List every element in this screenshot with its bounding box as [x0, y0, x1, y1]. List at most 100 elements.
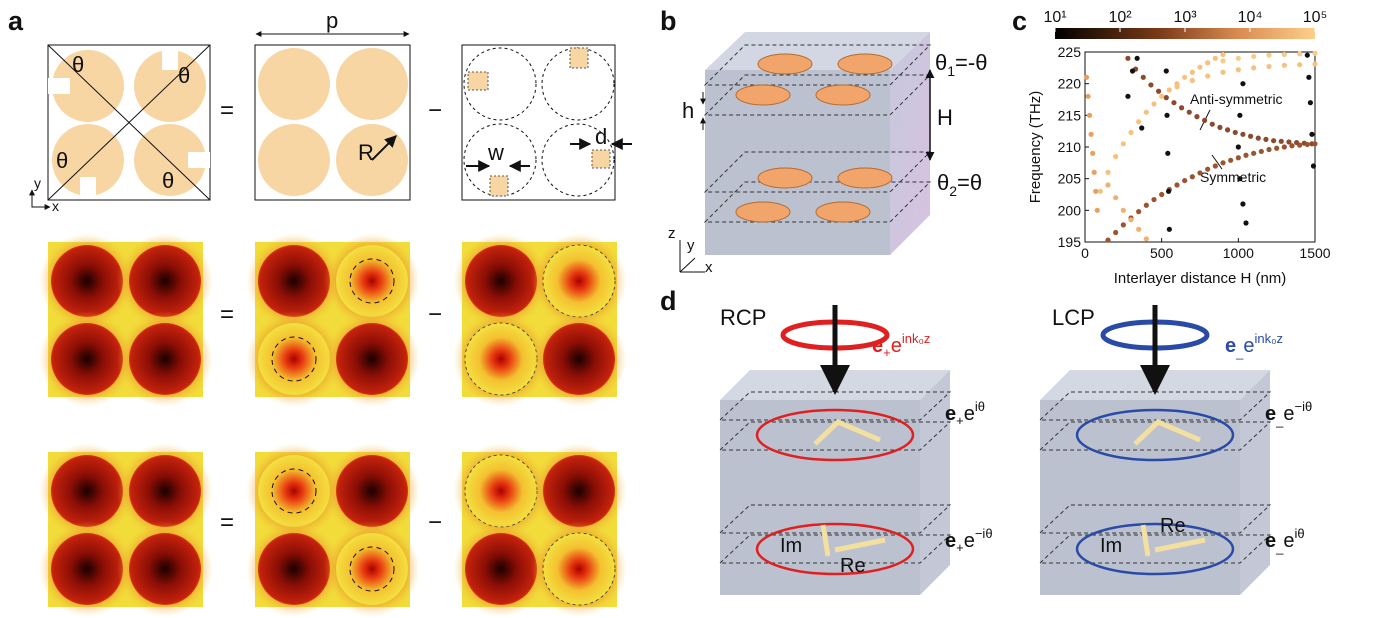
vector: e	[1265, 403, 1276, 425]
minus: −	[428, 509, 442, 536]
point	[1125, 94, 1130, 99]
disc-field	[51, 245, 123, 317]
x-tick-label: 1500	[1299, 245, 1330, 261]
point	[1243, 220, 1248, 225]
x-axis-label: Interlayer distance H (nm)	[1114, 270, 1287, 287]
thickness: h	[682, 98, 694, 123]
field-expression: e_eiθ	[1265, 526, 1305, 555]
point	[1213, 163, 1218, 168]
point	[1084, 75, 1089, 80]
point	[1135, 56, 1140, 61]
disc-field	[129, 245, 201, 317]
point	[1220, 58, 1225, 63]
point	[1197, 170, 1202, 175]
radius: R	[358, 140, 374, 165]
annotation: Anti-symmetric	[1190, 91, 1283, 107]
superscript: iθ	[975, 399, 985, 414]
point	[1259, 149, 1264, 154]
y-tick-label: 200	[1058, 202, 1082, 218]
point	[1164, 68, 1169, 73]
point	[1243, 153, 1248, 158]
disc-field	[543, 455, 615, 527]
point	[1113, 195, 1118, 200]
label-im: Im	[1100, 535, 1122, 557]
point	[1236, 144, 1241, 149]
equals: =	[220, 97, 234, 124]
y-axis-label: Frequency (THz)	[1027, 91, 1044, 204]
point	[1156, 89, 1161, 94]
y-tick-label: 225	[1058, 44, 1082, 60]
point	[1128, 217, 1133, 222]
base: e	[1283, 530, 1294, 552]
notch-squares	[468, 48, 610, 196]
width: w	[487, 140, 504, 165]
colorbar-tick-label: 10⁵	[1303, 9, 1327, 26]
point	[1159, 94, 1164, 99]
point	[1187, 110, 1192, 115]
point	[1312, 61, 1317, 66]
panel-label: d	[660, 286, 677, 316]
point	[1085, 94, 1090, 99]
disc-field	[543, 323, 615, 395]
superscript: −iθ	[1294, 399, 1312, 414]
point	[1228, 158, 1233, 163]
point	[1136, 209, 1141, 214]
superscript: ink₀z	[1254, 331, 1283, 346]
superscript: iθ	[1294, 526, 1304, 541]
label-re: Re	[1160, 515, 1186, 537]
disc-field	[336, 533, 408, 605]
point	[1164, 95, 1169, 100]
point	[1141, 75, 1146, 80]
disc-field	[258, 323, 330, 395]
point	[1251, 151, 1256, 156]
axes-arrows	[32, 190, 50, 207]
point	[1282, 63, 1287, 68]
theta1: θ1=-θ	[935, 50, 987, 79]
colorbar-tick-label: 10²	[1108, 9, 1132, 26]
point	[1151, 197, 1156, 202]
point	[1121, 141, 1126, 146]
disc-field	[336, 323, 408, 395]
field-expression: e+eink₀z	[872, 331, 930, 360]
vector: e	[872, 335, 883, 357]
colorbar-tick-label: 10⁴	[1238, 9, 1263, 26]
point	[1225, 127, 1230, 132]
vector: e	[945, 403, 956, 425]
equals: =	[220, 301, 234, 328]
disc-field	[336, 245, 408, 317]
theta: θ	[162, 168, 174, 193]
box-side	[890, 32, 930, 255]
point	[1256, 136, 1261, 141]
point	[1274, 146, 1279, 151]
disc-field	[129, 455, 201, 527]
base: e	[1243, 335, 1254, 357]
point	[1305, 53, 1310, 58]
point	[1087, 113, 1092, 118]
point	[1090, 151, 1095, 156]
point	[1220, 70, 1225, 75]
minus: −	[428, 301, 442, 328]
point	[1210, 122, 1215, 127]
panel-b: b h H θ1=-θ θ2=θ z y x	[660, 6, 987, 276]
point	[1089, 132, 1094, 137]
point	[1248, 134, 1253, 139]
base: e	[964, 403, 975, 425]
x-tick-label: 500	[1150, 245, 1174, 261]
point	[1121, 222, 1126, 227]
point	[1092, 170, 1097, 175]
point	[1167, 87, 1172, 92]
point	[1297, 143, 1302, 148]
axis-z: z	[668, 225, 676, 242]
y-tick-label: 210	[1058, 139, 1082, 155]
point	[1182, 75, 1187, 80]
sub: 1	[947, 63, 955, 79]
annotation: Symmetric	[1200, 169, 1266, 185]
point	[1121, 208, 1126, 213]
point	[1237, 176, 1242, 181]
superscript: −iθ	[975, 526, 993, 541]
point	[1236, 56, 1241, 61]
point	[1093, 189, 1098, 194]
disc-field	[465, 533, 537, 605]
vector: e	[1265, 530, 1276, 552]
point	[1312, 51, 1317, 56]
